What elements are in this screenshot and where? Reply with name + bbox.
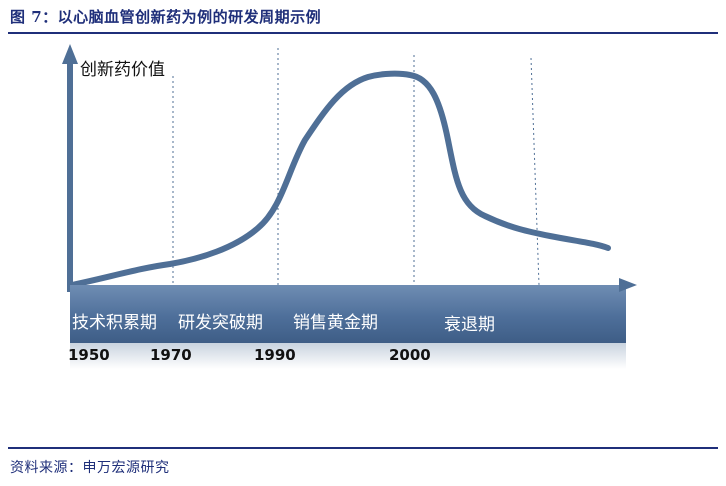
phase-label-decline: 衰退期 bbox=[444, 315, 495, 335]
phase-label-golden-sales: 销售黄金期 bbox=[293, 313, 378, 333]
year-label-1990: 1990 bbox=[254, 346, 296, 364]
source-note: 资料来源：申万宏源研究 bbox=[10, 460, 170, 476]
year-label-1970: 1970 bbox=[150, 346, 192, 364]
header-divider bbox=[8, 32, 718, 34]
footer-divider bbox=[8, 447, 718, 449]
phase-label-breakthrough: 研发突破期 bbox=[178, 313, 263, 333]
year-label-2000: 2000 bbox=[389, 346, 431, 364]
timeline-band bbox=[70, 285, 626, 343]
x-axis-arrow-icon bbox=[619, 278, 637, 292]
y-axis-label: 创新药价值 bbox=[80, 60, 165, 80]
year-label-1950: 1950 bbox=[68, 346, 110, 364]
y-axis-arrow-icon bbox=[62, 44, 78, 64]
phase-label-accumulation: 技术积累期 bbox=[72, 313, 157, 333]
figure-title: 图 7：以心脑血管创新药为例的研发周期示例 bbox=[10, 8, 322, 26]
band-reflection bbox=[70, 343, 626, 369]
divider-decline bbox=[530, 57, 540, 286]
value-curve bbox=[69, 70, 611, 288]
